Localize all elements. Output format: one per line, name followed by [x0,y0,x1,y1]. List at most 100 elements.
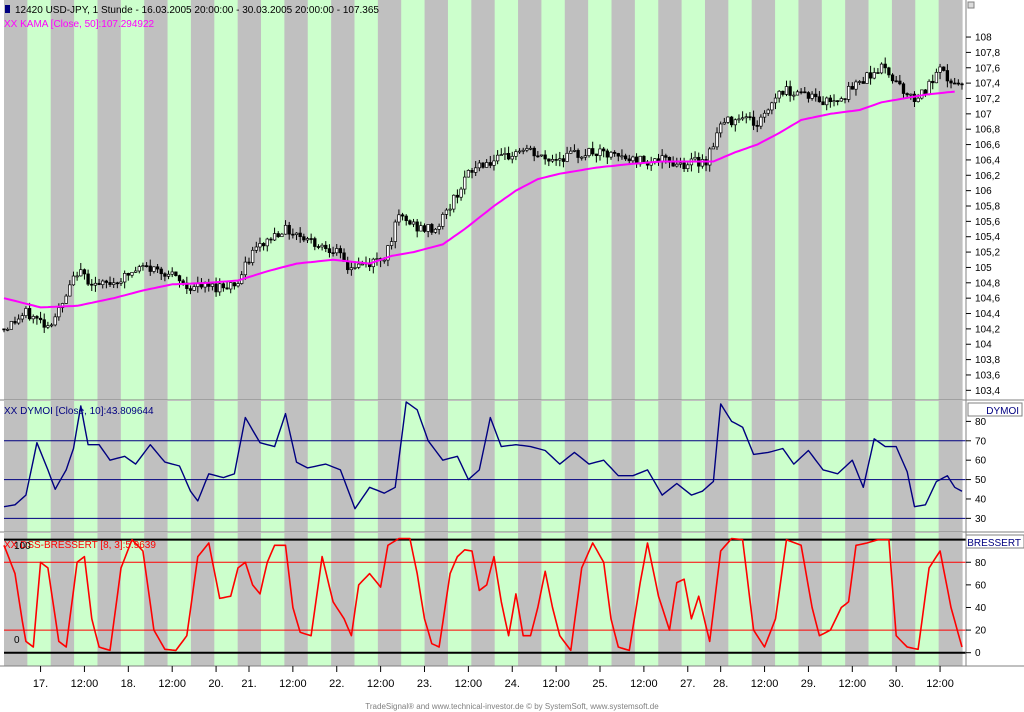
candle-body [159,268,163,275]
candle-body [437,226,441,230]
session-band-green [307,0,332,400]
candle-body [448,208,452,211]
candle-body [441,214,445,227]
session-band-green [541,533,566,666]
session-band-green [775,401,800,532]
candle-body [13,321,17,324]
candle-body [605,150,609,158]
session-band-green [261,0,285,400]
session-band-gray [144,0,169,400]
x-tick-label: 12:00 [455,678,483,690]
candle-body [770,102,774,111]
candle-body [591,148,595,155]
candle-body [16,318,21,324]
candle-body [887,67,891,76]
session-band-green [27,401,52,532]
candle-body [777,90,781,99]
session-band-green [74,401,99,532]
candle-body [49,324,54,327]
candle-body [357,263,361,268]
candle-body [514,151,518,157]
kama-label: XX KAMA [Close, 50]:107.294922 [4,19,155,30]
candle-body [675,163,679,167]
y-tick-label: 106,6 [975,140,1000,151]
candle-body [170,271,174,275]
session-band-gray [845,533,870,666]
candle-body [119,281,123,284]
session-band-gray [377,401,402,532]
candle-body [148,265,152,272]
x-tick-label: 21. [241,678,256,690]
candle-body [38,317,43,321]
candle-body [335,248,339,254]
candle-body [283,224,288,235]
candle-body [572,150,577,152]
candle-body [97,282,101,285]
session-band-gray [518,0,543,400]
session-band-gray [658,0,683,400]
candle-body [521,149,525,152]
candle-body [550,159,555,162]
candle-body [715,132,719,148]
candle-body [642,155,646,163]
candle-body [327,248,332,254]
candle-body [923,89,928,95]
candle-body [144,265,149,267]
candle-body [360,263,364,266]
candle-body [828,97,833,103]
session-band-gray [190,401,215,532]
candle-body [31,316,35,320]
candle-body [726,116,730,123]
candle-body [901,83,906,94]
candle-body [243,261,247,276]
session-band-gray [190,0,215,400]
session-band-green [447,0,472,400]
y-tick-label: 40 [975,603,987,614]
candle-body [210,283,215,287]
candle-body [404,215,408,222]
axis-scroll-handle[interactable] [967,1,975,9]
candle-body [905,93,909,96]
session-band-green [214,533,239,666]
session-band-green [354,533,379,666]
candle-body [280,233,284,238]
session-band-gray [704,0,729,400]
candle-body [485,162,489,168]
y-tick-label: 105,8 [975,202,1000,213]
y-tick-label: 107,2 [975,94,1000,105]
candle-body [678,162,683,165]
candle-body [265,238,269,247]
session-band-green [681,0,706,400]
candle-body [543,154,547,160]
candle-body [627,158,631,162]
candle-body [298,232,302,238]
candle-body [821,101,825,106]
bressert-label: XX DSS-BRESSERT [8, 3]:5.9639 [4,540,156,551]
candle-body [20,315,24,320]
dymoi-line [3,401,963,510]
session-band-green [588,401,613,532]
candle-body [737,118,741,121]
session-band-gray [471,0,496,400]
session-band-gray [891,401,916,532]
candle-body [349,267,354,271]
candle-body [953,82,957,85]
candle-body [912,93,917,102]
candle-body [353,267,357,269]
candle-body [927,80,931,95]
session-band-green [728,0,753,400]
y-tick-label: 104,4 [975,309,1000,320]
session-band-gray [424,533,449,666]
candle-body [316,246,321,248]
candle-body [225,287,229,290]
candle-body [942,66,946,71]
candle-body [631,156,635,162]
session-band-green [401,533,426,666]
session-band-gray [50,533,75,666]
session-band-green [447,401,472,532]
candle-body [133,270,138,273]
candle-body [232,282,237,287]
y-tick-label: 106,8 [975,125,1000,136]
y-tick-label: 105,2 [975,248,1000,259]
candle-body [569,150,573,154]
